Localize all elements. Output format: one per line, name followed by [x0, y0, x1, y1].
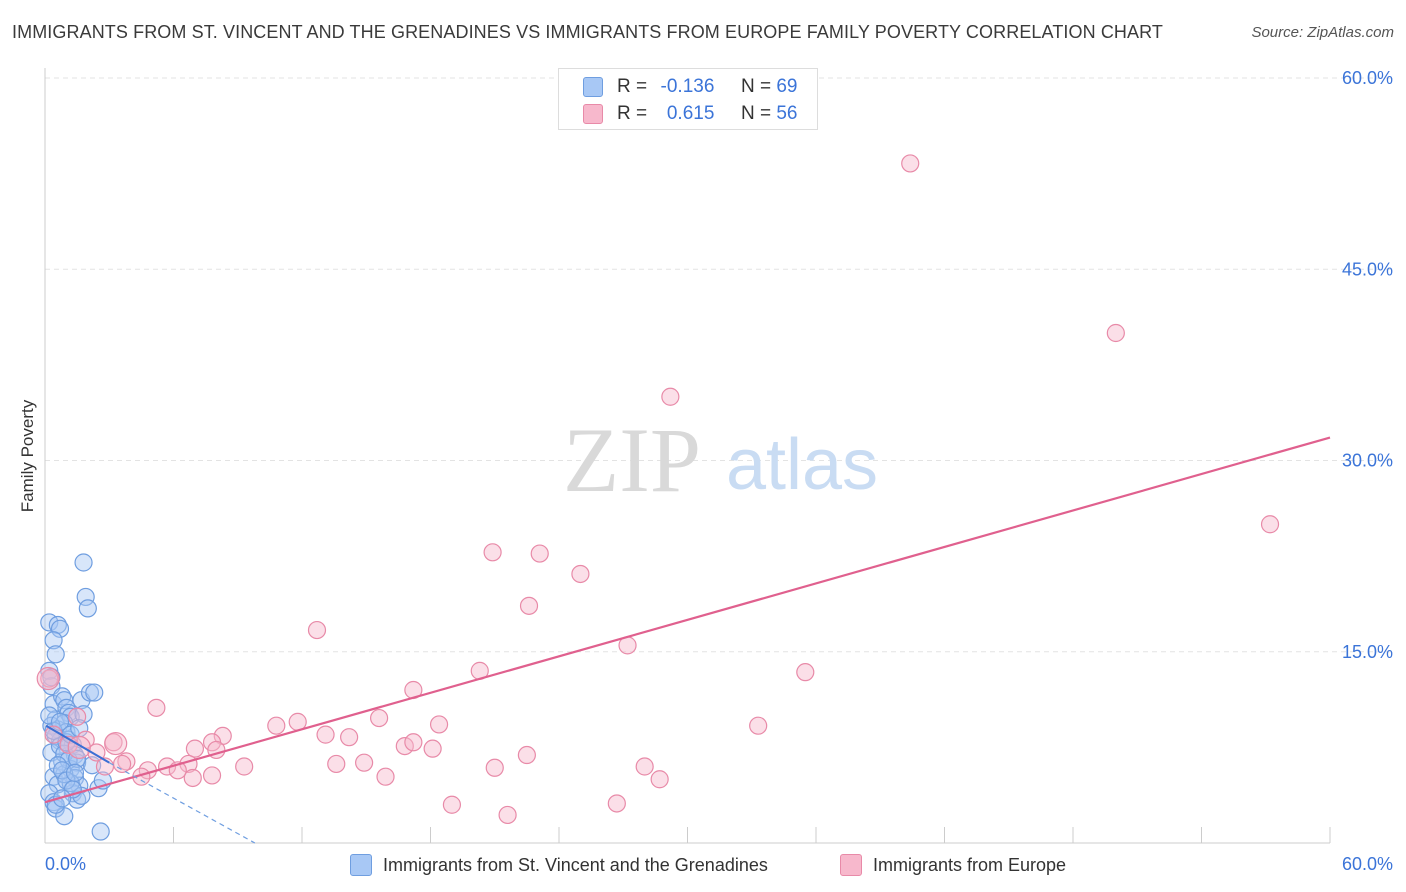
trend-lines: [44, 436, 1331, 844]
point-europe: [423, 739, 442, 758]
r-label: R =: [617, 103, 648, 124]
point-europe: [68, 707, 87, 726]
trend-line-europe: [44, 436, 1331, 804]
point-europe: [340, 728, 359, 747]
point-europe: [429, 715, 449, 734]
r-label: R =: [617, 76, 648, 97]
point-europe: [1106, 323, 1125, 343]
point-europe: [661, 387, 680, 406]
r-value: 0.615: [666, 103, 715, 124]
legend-item-blue[interactable]: Immigrants from St. Vincent and the Gren…: [350, 852, 768, 878]
y-tick-label: 45.0%: [1342, 259, 1393, 279]
legend-item-pink[interactable]: Immigrants from Europe: [840, 852, 1066, 878]
legend-swatch-pink: [583, 104, 603, 124]
point-st-vincent: [76, 587, 95, 607]
chart-title: IMMIGRANTS FROM ST. VINCENT AND THE GREN…: [12, 22, 1163, 42]
x-tick-label: 60.0%: [1342, 854, 1393, 874]
point-europe: [404, 733, 423, 752]
n-label: N =: [740, 76, 772, 97]
point-europe: [327, 754, 346, 774]
r-value: -0.136: [660, 76, 715, 97]
point-europe: [1260, 515, 1280, 534]
x-tick-label: 0.0%: [45, 854, 86, 874]
point-europe: [370, 708, 389, 728]
point-st-vincent: [85, 683, 104, 702]
legend-label-pink: Immigrants from Europe: [873, 854, 1067, 875]
n-value: 69: [776, 76, 798, 97]
point-st-vincent: [65, 763, 85, 782]
watermark: ZIP atlas: [563, 409, 878, 511]
point-europe: [376, 767, 395, 786]
point-europe: [519, 596, 539, 615]
point-europe: [901, 154, 920, 173]
legend-swatch-blue: [583, 77, 603, 97]
legend-swatch-pink: [840, 854, 862, 876]
point-st-vincent: [44, 631, 63, 650]
point-europe: [183, 768, 202, 788]
axes: [44, 68, 1331, 844]
point-europe: [571, 564, 590, 584]
point-europe: [307, 620, 327, 640]
point-europe: [517, 745, 536, 765]
y-tick-label: 60.0%: [1342, 68, 1393, 88]
point-europe: [498, 805, 517, 825]
y-tick-label: 15.0%: [1342, 642, 1393, 662]
point-europe: [483, 543, 502, 562]
point-europe: [635, 757, 654, 776]
point-europe: [796, 663, 815, 682]
n-label: N =: [740, 103, 772, 124]
point-europe: [104, 731, 128, 756]
point-st-vincent: [74, 553, 93, 572]
point-europe: [749, 716, 768, 735]
point-st-vincent: [40, 706, 59, 725]
legend-label-blue: Immigrants from St. Vincent and the Gren…: [383, 854, 768, 875]
point-europe: [355, 753, 374, 772]
point-st-vincent: [78, 599, 97, 618]
watermark-zip: ZIP: [563, 409, 701, 511]
point-europe: [395, 736, 414, 756]
point-europe: [112, 754, 132, 774]
point-europe: [36, 666, 60, 691]
point-europe: [442, 795, 462, 814]
point-europe: [147, 698, 166, 717]
correlation-legend: R = -0.136 N = 69 R = 0.615 N = 56: [558, 68, 818, 130]
trend-line-st-vincent-extension: [108, 762, 256, 844]
point-st-vincent: [68, 749, 87, 768]
series-blue-points: [40, 553, 112, 841]
point-europe: [607, 794, 626, 813]
point-europe: [485, 758, 504, 777]
point-europe: [267, 716, 286, 735]
trend-line-st-vincent: [45, 724, 110, 764]
point-europe: [185, 739, 205, 758]
point-europe: [316, 725, 335, 744]
source-credit: Source: ZipAtlas.com: [1251, 24, 1394, 41]
point-europe: [235, 757, 254, 776]
y-tick-label: 30.0%: [1342, 451, 1393, 471]
series-pink-points: [36, 154, 1280, 825]
point-europe: [530, 544, 549, 563]
point-europe: [40, 669, 59, 688]
point-st-vincent: [50, 619, 70, 638]
point-europe: [202, 766, 222, 785]
tick-labels: 15.0% 30.0% 45.0% 60.0% 0.0% 60.0%: [45, 68, 1393, 874]
point-st-vincent: [46, 645, 65, 664]
point-st-vincent: [80, 683, 100, 702]
watermark-atlas: atlas: [726, 425, 878, 505]
grid-lines: [45, 77, 1392, 653]
n-value: 56: [776, 103, 798, 124]
legend-swatch-blue: [350, 854, 372, 876]
point-st-vincent: [91, 822, 110, 841]
point-europe: [650, 770, 669, 789]
